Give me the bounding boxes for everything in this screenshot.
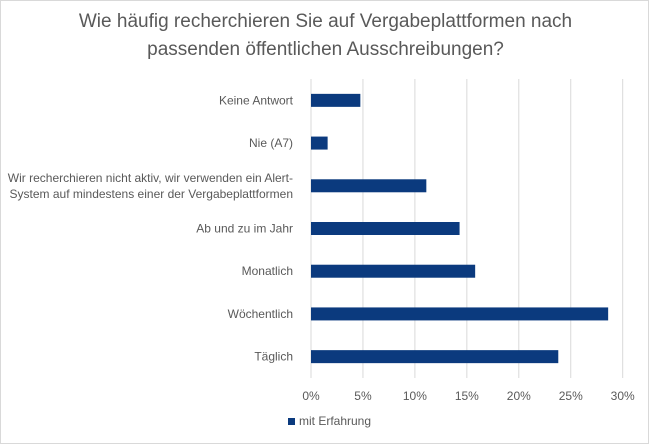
bar	[311, 264, 476, 278]
x-tick-label: 5%	[354, 389, 372, 403]
legend-label: mit Erfahrung	[299, 414, 371, 428]
bar	[311, 307, 609, 321]
x-tick-label: 30%	[611, 389, 635, 403]
chart-title-line-2: passenden öffentlichen Ausschreibungen?	[147, 39, 504, 60]
bar	[311, 93, 361, 107]
x-tick-label: 25%	[559, 389, 583, 403]
bar	[311, 350, 559, 364]
category-label: Monatlich	[242, 264, 293, 278]
x-tick-label: 10%	[403, 389, 427, 403]
bar	[311, 136, 328, 150]
category-label: Nie (A7)	[249, 136, 293, 150]
category-label: Täglich	[254, 350, 293, 364]
chart-title-line-1: Wie häufig recherchieren Sie auf Vergabe…	[78, 11, 573, 32]
category-label: System auf mindestens einer der Vergabep…	[10, 187, 294, 201]
legend-swatch	[288, 418, 295, 425]
x-tick-label: 0%	[302, 389, 320, 403]
category-label: Keine Antwort	[219, 93, 294, 107]
bar	[311, 222, 460, 235]
bar	[311, 179, 427, 193]
category-label: Ab und zu im Jahr	[196, 222, 293, 236]
x-tick-label: 15%	[455, 389, 479, 403]
category-label: Wir recherchieren nicht aktiv, wir verwe…	[8, 171, 293, 185]
x-tick-label: 20%	[507, 389, 531, 403]
category-label: Wöchentlich	[228, 307, 293, 321]
